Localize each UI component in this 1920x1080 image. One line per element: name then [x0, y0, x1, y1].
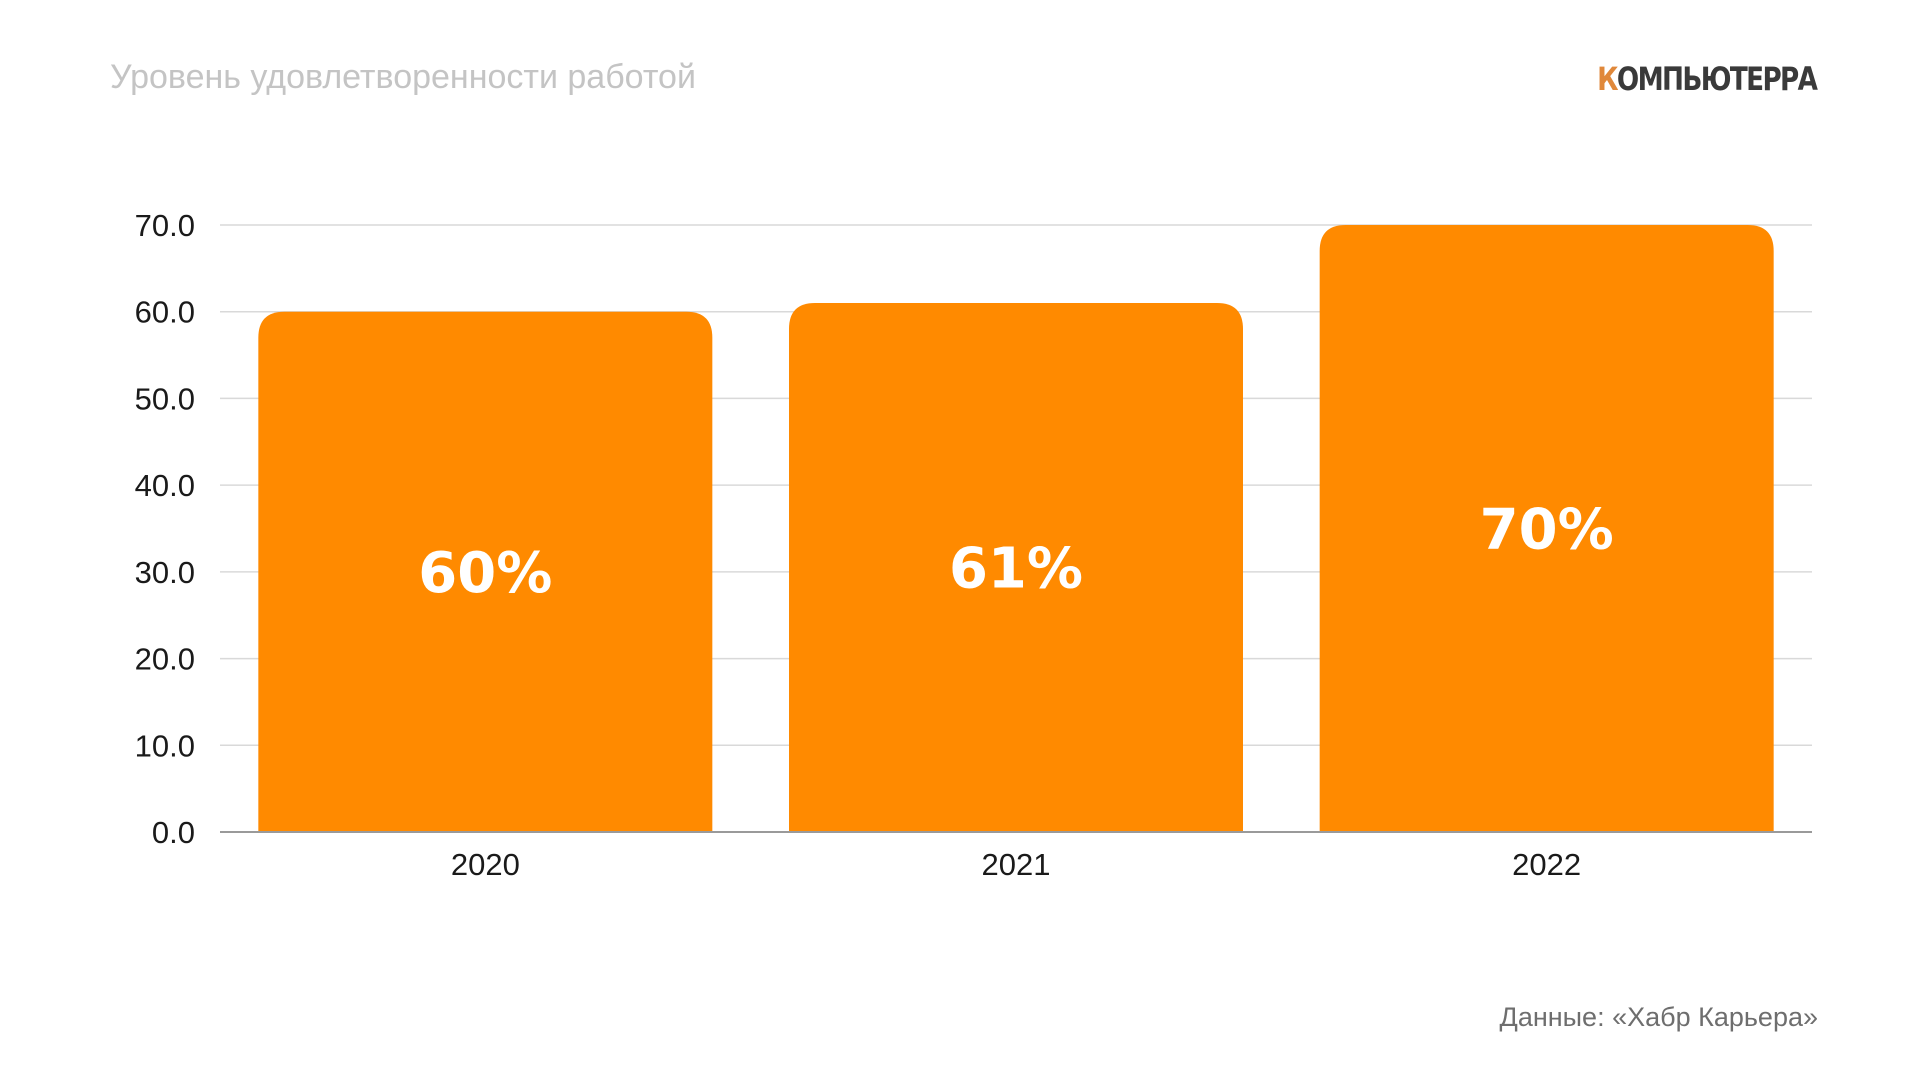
y-tick-label: 60.0 — [135, 295, 195, 330]
x-tick-label: 2020 — [451, 847, 520, 882]
y-tick-label: 0.0 — [152, 815, 195, 850]
y-tick-label: 30.0 — [135, 555, 195, 590]
bar-value-label: 70% — [1480, 498, 1614, 563]
y-tick-label: 70.0 — [135, 208, 195, 243]
brand-logo-rest: ОМПЬЮТЕРРА — [1616, 60, 1818, 98]
brand-logo: КОМПЬЮТЕРРА — [1596, 60, 1818, 98]
bar-value-label: 60% — [418, 541, 552, 606]
bar-2021 — [789, 303, 1243, 832]
bar-2022 — [1319, 225, 1774, 832]
x-tick-label: 2021 — [982, 847, 1051, 882]
chart-title: Уровень удовлетворенности работой — [110, 58, 696, 96]
bar-value-label: 61% — [949, 537, 1083, 602]
y-tick-label: 10.0 — [135, 728, 195, 763]
x-tick-label: 2022 — [1512, 847, 1581, 882]
brand-logo-first-letter: К — [1596, 60, 1618, 98]
y-tick-label: 40.0 — [135, 468, 195, 503]
data-source-note: Данные: «Хабр Карьера» — [1499, 1002, 1818, 1032]
bar-2020 — [258, 311, 713, 832]
y-tick-label: 20.0 — [135, 642, 195, 677]
y-tick-label: 50.0 — [135, 381, 195, 416]
